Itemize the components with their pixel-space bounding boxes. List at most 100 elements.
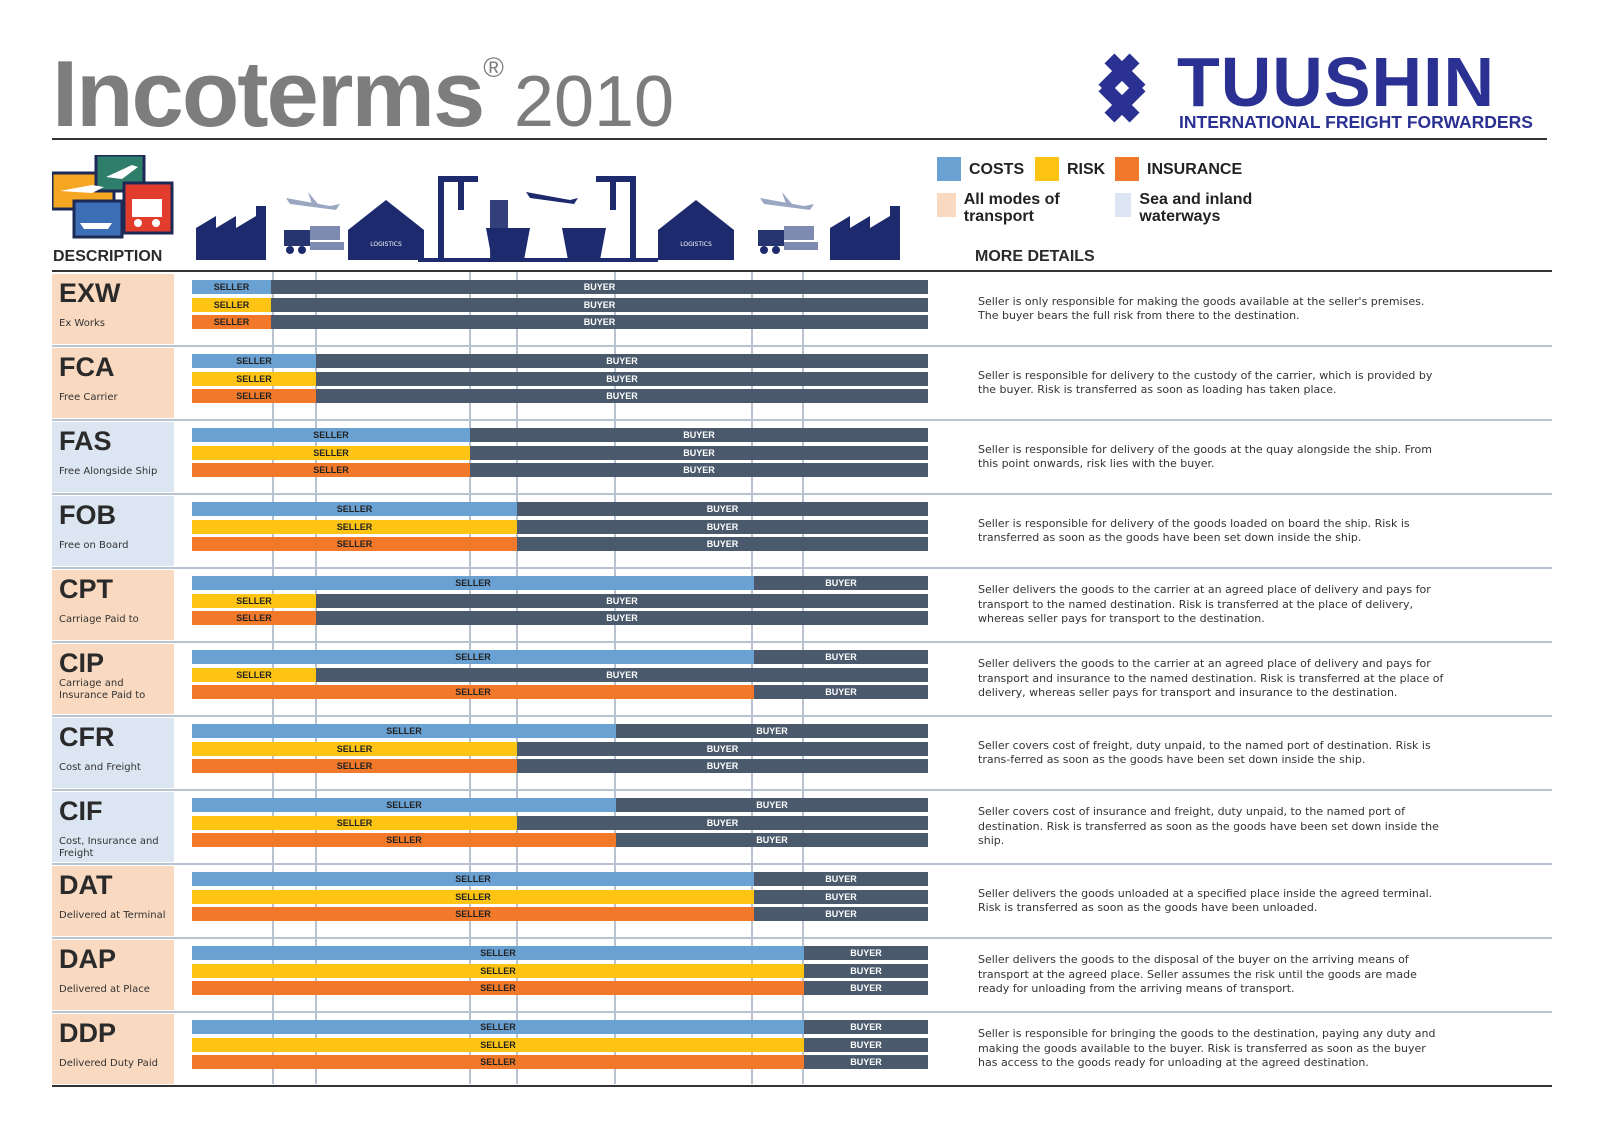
term-code: DDP: [59, 1018, 117, 1048]
term-code-box: DAP Delivered at Place: [52, 940, 174, 1010]
buyer-segment: BUYER: [616, 724, 928, 738]
term-row-cif: CIF Cost, Insurance and Freight SELLER BUYE…: [0, 790, 1600, 865]
term-code-box: FAS Free Alongside Ship: [52, 422, 174, 492]
legend-risk: RISK: [1035, 157, 1105, 181]
legend-all-modes: All modes of transport: [937, 191, 1097, 225]
responsibility-bars: SELLER BUYER SELLER BUYER SELLER BUYER: [192, 716, 928, 790]
seller-segment: SELLER: [192, 1037, 804, 1052]
term-code: DAP: [59, 944, 117, 974]
buyer-segment: BUYER: [470, 445, 928, 460]
buyer-segment: BUYER: [754, 685, 928, 699]
seller-segment: SELLER: [192, 576, 754, 590]
costs-bar: SELLER BUYER: [192, 280, 928, 294]
seller-segment: SELLER: [192, 371, 316, 386]
responsibility-bars: SELLER BUYER SELLER BUYER SELLER BUYER: [192, 642, 928, 716]
row-divider: [52, 641, 1552, 643]
insurance-swatch: [1115, 157, 1139, 181]
seller-segment: SELLER: [192, 519, 517, 534]
seller-segment: SELLER: [192, 315, 271, 329]
all-modes-label: All modes of transport: [963, 191, 1060, 225]
risk-bar: SELLER BUYER: [192, 741, 928, 756]
warehouse-icon: [348, 200, 424, 260]
buyer-segment: BUYER: [517, 502, 928, 516]
responsibility-bars: SELLER BUYER SELLER BUYER SELLER BUYER: [192, 420, 928, 494]
insurance-label: INSURANCE: [1147, 160, 1243, 178]
buyer-segment: BUYER: [754, 576, 928, 590]
buyer-segment: BUYER: [754, 872, 928, 886]
risk-bar: SELLER BUYER: [192, 667, 928, 682]
term-code-box: CIF Cost, Insurance and Freight: [52, 792, 174, 862]
seller-segment: SELLER: [192, 280, 271, 294]
costs-bar: SELLER BUYER: [192, 502, 928, 516]
insurance-bar: SELLER BUYER: [192, 537, 928, 551]
logo-name: TUUSHIN: [1177, 43, 1496, 121]
costs-label: COSTS: [969, 160, 1025, 178]
buyer-segment: BUYER: [316, 593, 928, 608]
insurance-bar: SELLER BUYER: [192, 463, 928, 477]
costs-swatch: [937, 157, 961, 181]
term-code-box: FCA Free Carrier: [52, 348, 174, 418]
seller-segment: SELLER: [192, 650, 754, 664]
port-crane-icon: [418, 176, 658, 262]
buyer-segment: BUYER: [271, 280, 928, 294]
buyer-segment: BUYER: [470, 428, 928, 442]
logo-subtitle: INTERNATIONAL FREIGHT FORWARDERS: [1179, 112, 1533, 132]
insurance-bar: SELLER BUYER: [192, 389, 928, 403]
buyer-segment: BUYER: [517, 759, 928, 773]
seller-segment: SELLER: [192, 946, 804, 960]
term-name: Free on Board: [59, 540, 129, 551]
term-name: Carriage and Insurance Paid to: [59, 678, 146, 701]
seller-segment: SELLER: [192, 611, 316, 625]
legend-costs: COSTS: [937, 157, 1024, 181]
legend-sea-inland: Sea and inland waterways: [1115, 191, 1275, 225]
sea-inland-swatch: [1115, 193, 1132, 217]
term-detail: Seller is responsible for delivery of th…: [978, 442, 1432, 471]
risk-bar: SELLER BUYER: [192, 297, 928, 312]
term-detail: Seller is responsible for delivery of th…: [978, 516, 1410, 545]
term-name: Delivered Duty Paid: [59, 1058, 158, 1069]
registered-mark: ®: [483, 52, 504, 83]
buyer-segment: BUYER: [316, 667, 928, 682]
insurance-bar: SELLER BUYER: [192, 833, 928, 847]
term-code: CFR: [59, 722, 115, 752]
legend-insurance: INSURANCE: [1115, 157, 1242, 181]
seller-segment: SELLER: [192, 833, 616, 847]
insurance-bar: SELLER BUYER: [192, 1055, 928, 1069]
buyer-segment: BUYER: [316, 354, 928, 368]
term-code: DAT: [59, 870, 113, 900]
term-code-box: DDP Delivered Duty Paid: [52, 1014, 174, 1084]
header-divider: [52, 270, 1552, 272]
page-title: Incoterms® 2010: [52, 40, 674, 146]
term-detail: Seller covers cost of insurance and frei…: [978, 805, 1439, 848]
row-divider: [52, 1011, 1552, 1013]
term-code-box: CIP Carriage and Insurance Paid to: [52, 644, 174, 714]
term-row-dap: DAP Delivered at Place SELLER BUYER SELLER BU…: [0, 938, 1600, 1013]
title-divider: [52, 138, 1547, 140]
costs-bar: SELLER BUYER: [192, 354, 928, 368]
risk-bar: SELLER BUYER: [192, 371, 928, 386]
responsibility-bars: SELLER BUYER SELLER BUYER SELLER BUYER: [192, 494, 928, 568]
term-code-box: EXW Ex Works: [52, 274, 174, 344]
row-divider: [52, 715, 1552, 717]
term-detail: Seller is responsible for bringing the g…: [978, 1027, 1436, 1070]
seller-segment: SELLER: [192, 981, 804, 995]
term-code: FCA: [59, 352, 115, 382]
seller-segment: SELLER: [192, 537, 517, 551]
term-name: Cost and Freight: [59, 762, 141, 773]
term-row-cfr: CFR Cost and Freight SELLER BUYER SELLER BUYE…: [0, 716, 1600, 791]
factory-icon: [196, 206, 266, 260]
term-name: Ex Works: [59, 318, 105, 329]
buyer-segment: BUYER: [517, 537, 928, 551]
term-code: FAS: [59, 426, 112, 456]
buyer-segment: BUYER: [517, 519, 928, 534]
seller-segment: SELLER: [192, 724, 616, 738]
transport-chain-icons: LOGISTICS LOGISTICS: [196, 176, 900, 262]
row-divider: [52, 493, 1552, 495]
insurance-bar: SELLER BUYER: [192, 907, 928, 921]
transport-modes-icon: [52, 155, 174, 239]
seller-segment: SELLER: [192, 685, 754, 699]
logistics-label: LOGISTICS: [370, 241, 402, 248]
buyer-segment: BUYER: [804, 946, 928, 960]
responsibility-bars: SELLER BUYER SELLER BUYER SELLER BUYER: [192, 938, 928, 1012]
all-modes-swatch: [937, 193, 956, 217]
